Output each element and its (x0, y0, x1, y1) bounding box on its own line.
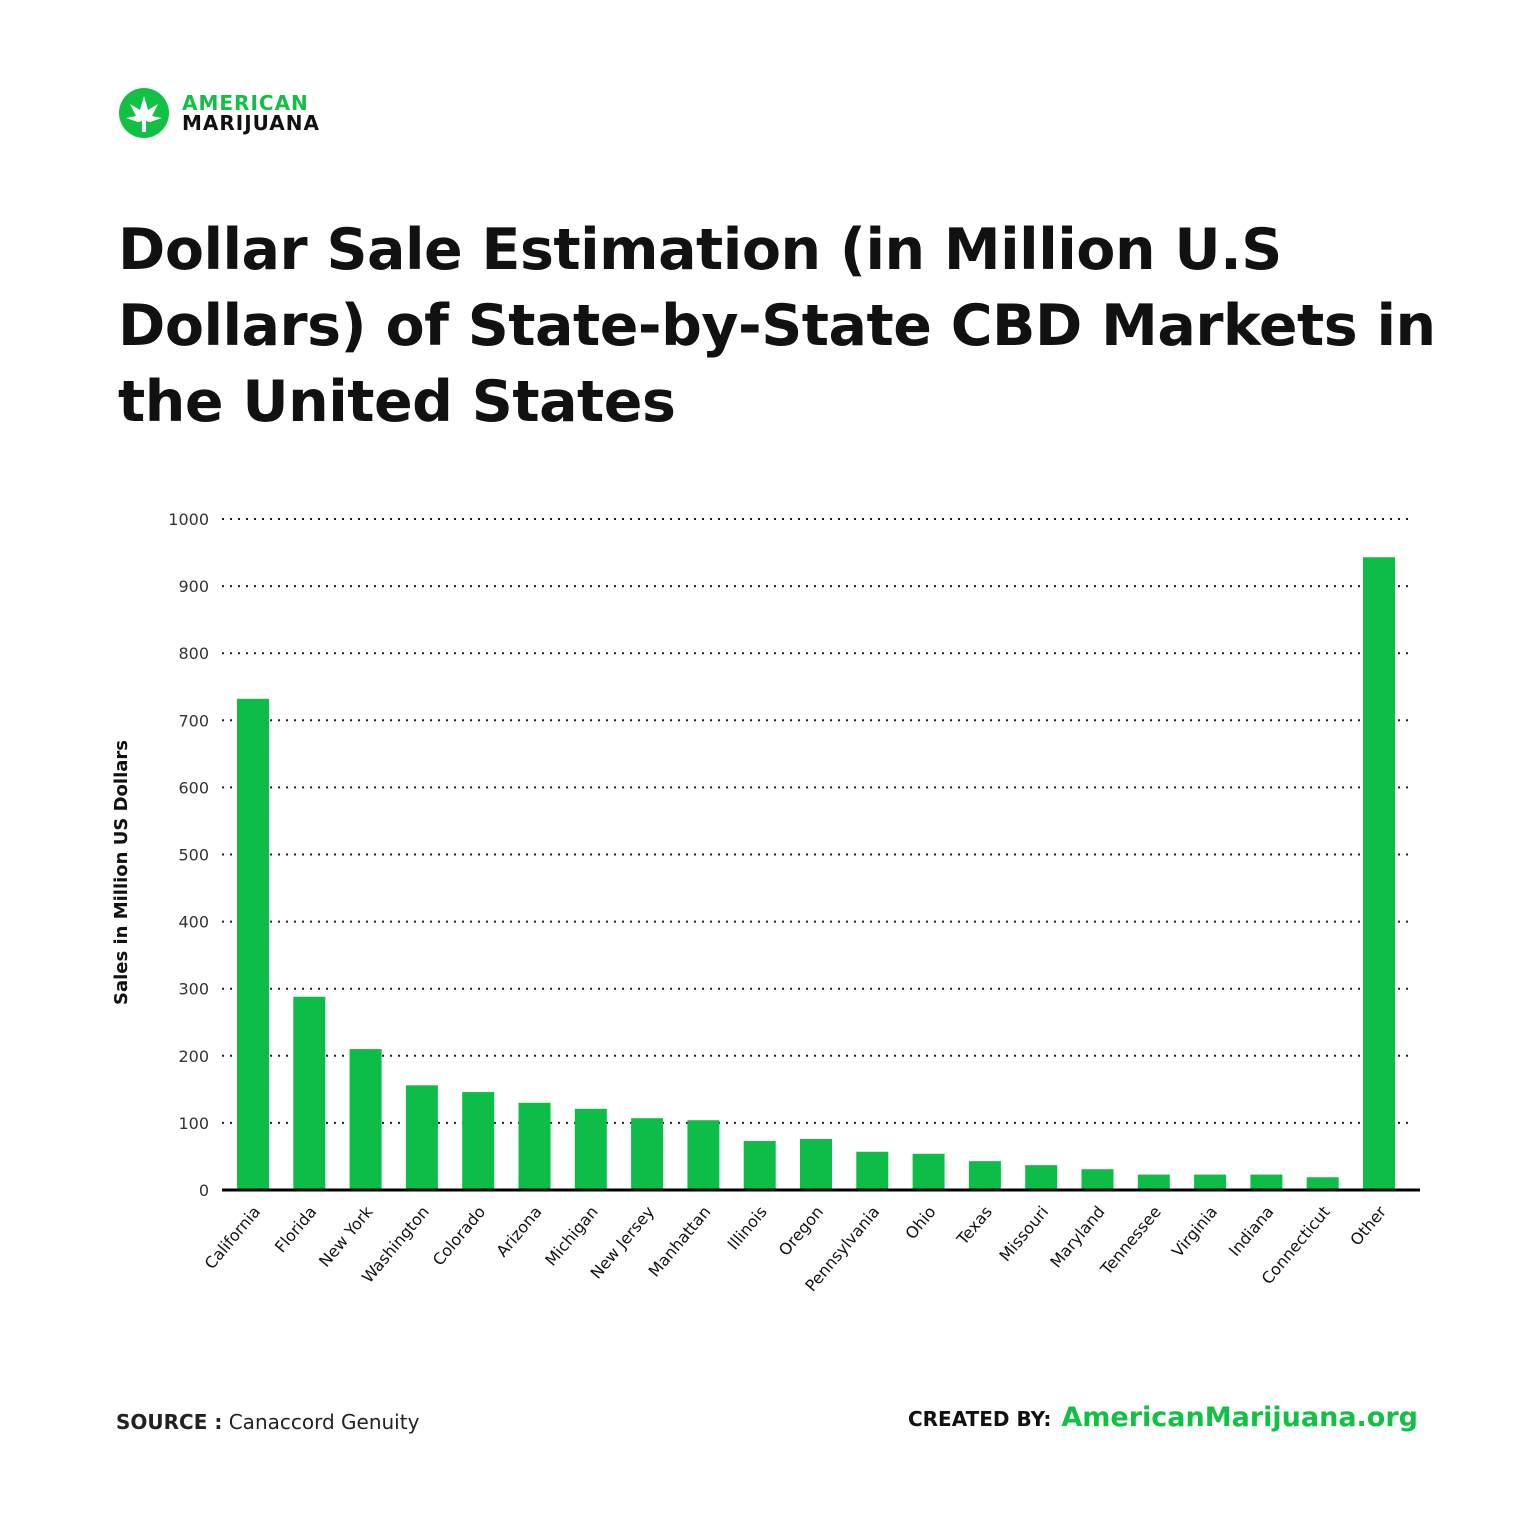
bar-california (237, 698, 269, 1190)
x-tick-label: Oregon (775, 1202, 827, 1259)
created-label: CREATED BY: (907, 1407, 1052, 1431)
y-tick-label: 1000 (168, 510, 209, 529)
x-tick-label: Illinois (724, 1202, 771, 1253)
bar-missouri (1025, 1165, 1058, 1190)
y-tick-label: 200 (178, 1047, 209, 1066)
y-tick-label: 300 (178, 980, 209, 999)
bar-new-jersey (631, 1118, 664, 1190)
x-tick-label: Indiana (1225, 1202, 1278, 1260)
cannabis-leaf-icon (119, 88, 169, 138)
y-tick-label: 800 (178, 644, 209, 663)
x-tick-label: Florida (271, 1202, 321, 1256)
bar-oregon (800, 1139, 832, 1190)
bar-florida (293, 996, 326, 1190)
y-tick-label: 0 (199, 1181, 209, 1200)
bar-illinois (743, 1141, 776, 1190)
site-link[interactable]: AmericanMarijuana.org (1061, 1402, 1418, 1433)
x-tick-label: Other (1346, 1202, 1390, 1249)
y-tick-label: 700 (178, 711, 209, 730)
y-tick-label: 500 (178, 846, 209, 865)
bar-indiana (1250, 1174, 1283, 1190)
x-tick-label: Colorado (429, 1202, 490, 1269)
bar-other (1363, 557, 1395, 1190)
bar-virginia (1194, 1174, 1227, 1190)
x-tick-label: California (201, 1202, 264, 1272)
y-tick-label: 900 (178, 577, 209, 596)
x-tick-label: Texas (952, 1202, 996, 1249)
y-tick-label: 600 (178, 778, 209, 797)
logo-line2: MARIJUANA (182, 111, 320, 135)
bar-pennsylvania (856, 1151, 889, 1190)
bar-new-york (349, 1049, 382, 1190)
bar-connecticut (1306, 1177, 1339, 1190)
bar-tennessee (1137, 1174, 1170, 1190)
x-tick-label: Arizona (492, 1202, 545, 1260)
bar-michigan (574, 1108, 607, 1190)
x-tick-label: Maryland (1046, 1202, 1108, 1271)
x-tick-label: Ohio (901, 1202, 939, 1243)
bar-arizona (518, 1102, 551, 1190)
chart-title: Dollar Sale Estimation (in Million U.S D… (118, 217, 1436, 435)
x-tick-label: Michigan (541, 1202, 602, 1269)
x-tick-label: Missouri (995, 1202, 1052, 1265)
source-label: SOURCE : (116, 1410, 223, 1434)
logo-line1: AMERICAN (182, 91, 309, 115)
bar-colorado (462, 1092, 495, 1190)
logo: AMERICAN MARIJUANA (118, 88, 320, 138)
bar-maryland (1081, 1169, 1114, 1190)
bar-manhattan (687, 1120, 720, 1190)
y-tick-label: 100 (178, 1114, 209, 1133)
x-tick-label: New York (315, 1202, 377, 1271)
bar-ohio (912, 1153, 945, 1190)
bar-texas (968, 1161, 1001, 1190)
y-axis-label: Sales in Million US Dollars (111, 740, 132, 1005)
y-tick-label: 400 (178, 913, 209, 932)
bar-washington (405, 1085, 438, 1190)
source-value: Canaccord Genuity (228, 1410, 420, 1434)
created-by: CREATED BY: AmericanMarijuana.org (908, 1402, 1418, 1433)
source: SOURCE : Canaccord Genuity (116, 1410, 419, 1434)
x-tick-label: Virginia (1168, 1202, 1221, 1260)
